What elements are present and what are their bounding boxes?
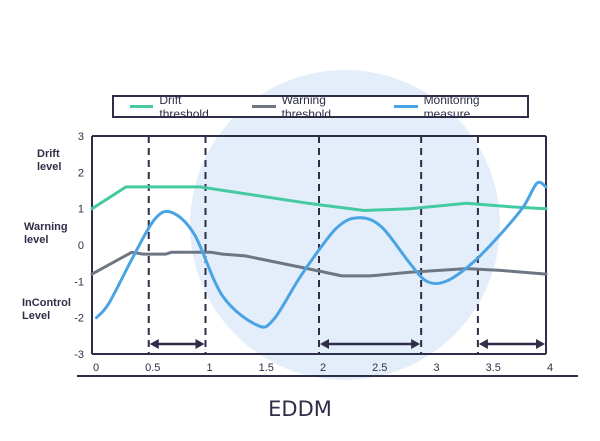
x-tick-label: 2.5 — [372, 362, 387, 374]
legend-label-monitoring: Monitoring measure — [423, 92, 480, 121]
interval-arrow-2 — [478, 339, 545, 349]
incontrol-level-label: InControl Level — [22, 297, 71, 323]
y-tick-label: 2 — [78, 167, 84, 179]
legend-label-drift: Drift threshold — [159, 92, 209, 121]
interval-arrow-head-left — [320, 339, 329, 349]
legend-swatch-monitoring — [394, 105, 418, 108]
chart-title: EDDM — [268, 397, 332, 421]
incontrol-level-text: InControl Level — [22, 297, 71, 322]
interval-arrow-head-left — [478, 339, 488, 349]
interval-arrow-head-left — [149, 339, 159, 349]
legend-swatch-warning — [252, 105, 276, 108]
backdrop-layer — [190, 70, 500, 380]
y-tick-label: 1 — [78, 204, 84, 216]
interval-arrow-head-right — [195, 339, 205, 349]
marker-layer — [147, 136, 545, 354]
series-line-monitoring — [95, 180, 548, 329]
x-tick-label: 1.5 — [259, 362, 274, 374]
drift-level-label: Drift level — [37, 148, 61, 174]
legend-swatch-drift — [130, 105, 154, 108]
x-tick-label: 3.5 — [486, 362, 501, 374]
series-line-warning — [90, 250, 548, 278]
series-layer — [90, 180, 548, 329]
interval-arrow-head-right — [536, 339, 545, 349]
x-tick-label: 2 — [320, 362, 326, 374]
y-tick-label: 3 — [78, 131, 84, 143]
interval-arrow-1 — [320, 339, 421, 349]
legend-item-warning: Warning threshold — [252, 93, 376, 121]
legend-item-monitoring: Monitoring measure — [394, 93, 527, 121]
y-tick-label: -2 — [74, 313, 84, 325]
warning-level-label: Warning level — [24, 221, 68, 247]
legend-item-drift: Drift threshold — [130, 93, 232, 121]
y-tick-label: -1 — [74, 276, 84, 288]
drift-level-text: Drift level — [37, 148, 62, 173]
interval-arrow-0 — [149, 339, 205, 349]
x-tick-label: 4 — [547, 362, 553, 374]
legend-label-warning: Warning threshold — [281, 92, 331, 121]
interval-arrow-head-right — [411, 339, 421, 349]
backdrop-circle — [190, 70, 500, 380]
x-tick-label: 3 — [433, 362, 439, 374]
y-tick-label: -3 — [74, 349, 84, 361]
series-line-drift — [90, 185, 548, 212]
x-tick-label: 0 — [93, 362, 99, 374]
y-tick-label: 0 — [78, 240, 84, 252]
tick-layer: 3 2 1 0 -1 -2 -3 0 0.5 1 1.5 2 2.5 3 3.5 4 — [74, 131, 553, 374]
x-tick-label: 1 — [206, 362, 212, 374]
warning-level-text: Warning level — [24, 221, 68, 246]
chart-legend: Drift threshold Warning threshold Monito… — [112, 93, 529, 121]
x-tick-label: 0.5 — [145, 362, 160, 374]
